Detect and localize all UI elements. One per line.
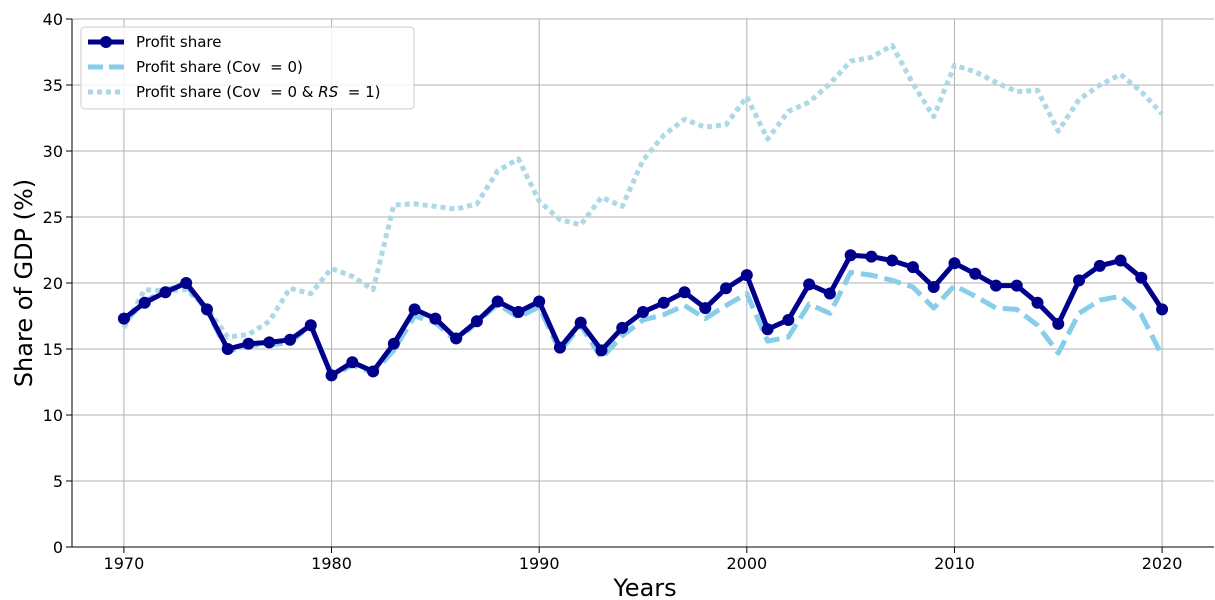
data-point xyxy=(180,277,193,289)
data-point xyxy=(906,261,919,274)
legend-label-cov0-rs1: Profit share (Cov = 0 & RS = 1) xyxy=(136,83,381,101)
y-tick-label: 10 xyxy=(43,406,63,425)
data-point xyxy=(450,332,463,345)
data-point xyxy=(470,315,483,328)
data-point xyxy=(1135,271,1148,284)
x-tick-label: 2020 xyxy=(1142,554,1183,573)
axes xyxy=(66,18,1214,553)
data-point xyxy=(367,365,380,378)
data-point xyxy=(616,321,629,334)
data-point xyxy=(865,250,878,263)
data-point xyxy=(803,278,816,291)
data-point xyxy=(720,282,733,295)
y-tick-label: 30 xyxy=(43,142,63,161)
data-point xyxy=(200,303,213,316)
y-tick-label: 20 xyxy=(43,274,63,293)
data-point xyxy=(221,343,234,355)
data-point xyxy=(429,312,442,325)
data-point xyxy=(408,303,421,316)
data-point xyxy=(138,296,151,309)
y-tick-label: 25 xyxy=(43,208,63,227)
data-point xyxy=(761,323,774,336)
y-tick-label: 5 xyxy=(53,472,63,491)
data-point xyxy=(1010,279,1023,292)
data-point xyxy=(1073,274,1086,287)
data-point xyxy=(637,306,649,319)
series-lines xyxy=(117,42,1169,382)
data-point xyxy=(989,279,1002,292)
legend-label-cov0: Profit share (Cov = 0) xyxy=(136,58,303,76)
x-tick-label: 2010 xyxy=(934,554,975,573)
data-point xyxy=(346,356,359,369)
data-point xyxy=(512,306,525,319)
x-tick-label: 1980 xyxy=(311,554,352,573)
data-point xyxy=(948,257,961,270)
legend: Profit share Profit share (Cov = 0) Prof… xyxy=(80,26,415,110)
x-tick-label: 1970 xyxy=(104,554,145,573)
data-point xyxy=(533,295,546,308)
data-point xyxy=(740,269,753,282)
x-tick-label: 1990 xyxy=(519,554,560,573)
data-point xyxy=(553,341,566,354)
data-point xyxy=(387,337,400,350)
data-point xyxy=(886,254,899,267)
data-point xyxy=(491,295,504,308)
data-point xyxy=(304,319,317,332)
tick-labels: 0 5 10 15 20 25 30 35 40 1970 1980 1990 2000 2010 2020 xyxy=(43,10,1183,573)
data-point xyxy=(678,286,691,299)
data-point xyxy=(823,287,836,300)
data-point xyxy=(1093,259,1106,272)
data-point xyxy=(927,280,940,293)
data-point xyxy=(574,316,587,329)
data-point xyxy=(263,336,276,349)
legend-frame xyxy=(80,26,415,110)
data-point xyxy=(969,267,982,280)
data-point xyxy=(159,286,172,299)
legend-marker-profit-share xyxy=(100,36,112,48)
data-point xyxy=(242,337,255,350)
data-point xyxy=(657,296,670,309)
x-axis-title: Years xyxy=(612,574,676,600)
data-point xyxy=(1031,296,1044,309)
y-tick-label: 35 xyxy=(43,76,63,95)
data-point xyxy=(1156,303,1169,316)
y-tick-label: 0 xyxy=(53,538,63,557)
data-point xyxy=(325,369,338,382)
data-point xyxy=(699,302,712,315)
y-axis-title: Share of GDP (%) xyxy=(10,179,38,387)
y-tick-label: 15 xyxy=(43,340,63,359)
legend-label-profit-share: Profit share xyxy=(136,33,221,51)
x-tick-label: 2000 xyxy=(726,554,767,573)
data-point xyxy=(595,344,608,357)
data-point xyxy=(284,333,297,346)
data-point xyxy=(844,249,857,262)
data-point xyxy=(1114,254,1127,267)
y-tick-label: 40 xyxy=(43,10,63,29)
data-point xyxy=(782,313,795,326)
data-point xyxy=(1052,317,1065,330)
data-point xyxy=(117,312,130,325)
